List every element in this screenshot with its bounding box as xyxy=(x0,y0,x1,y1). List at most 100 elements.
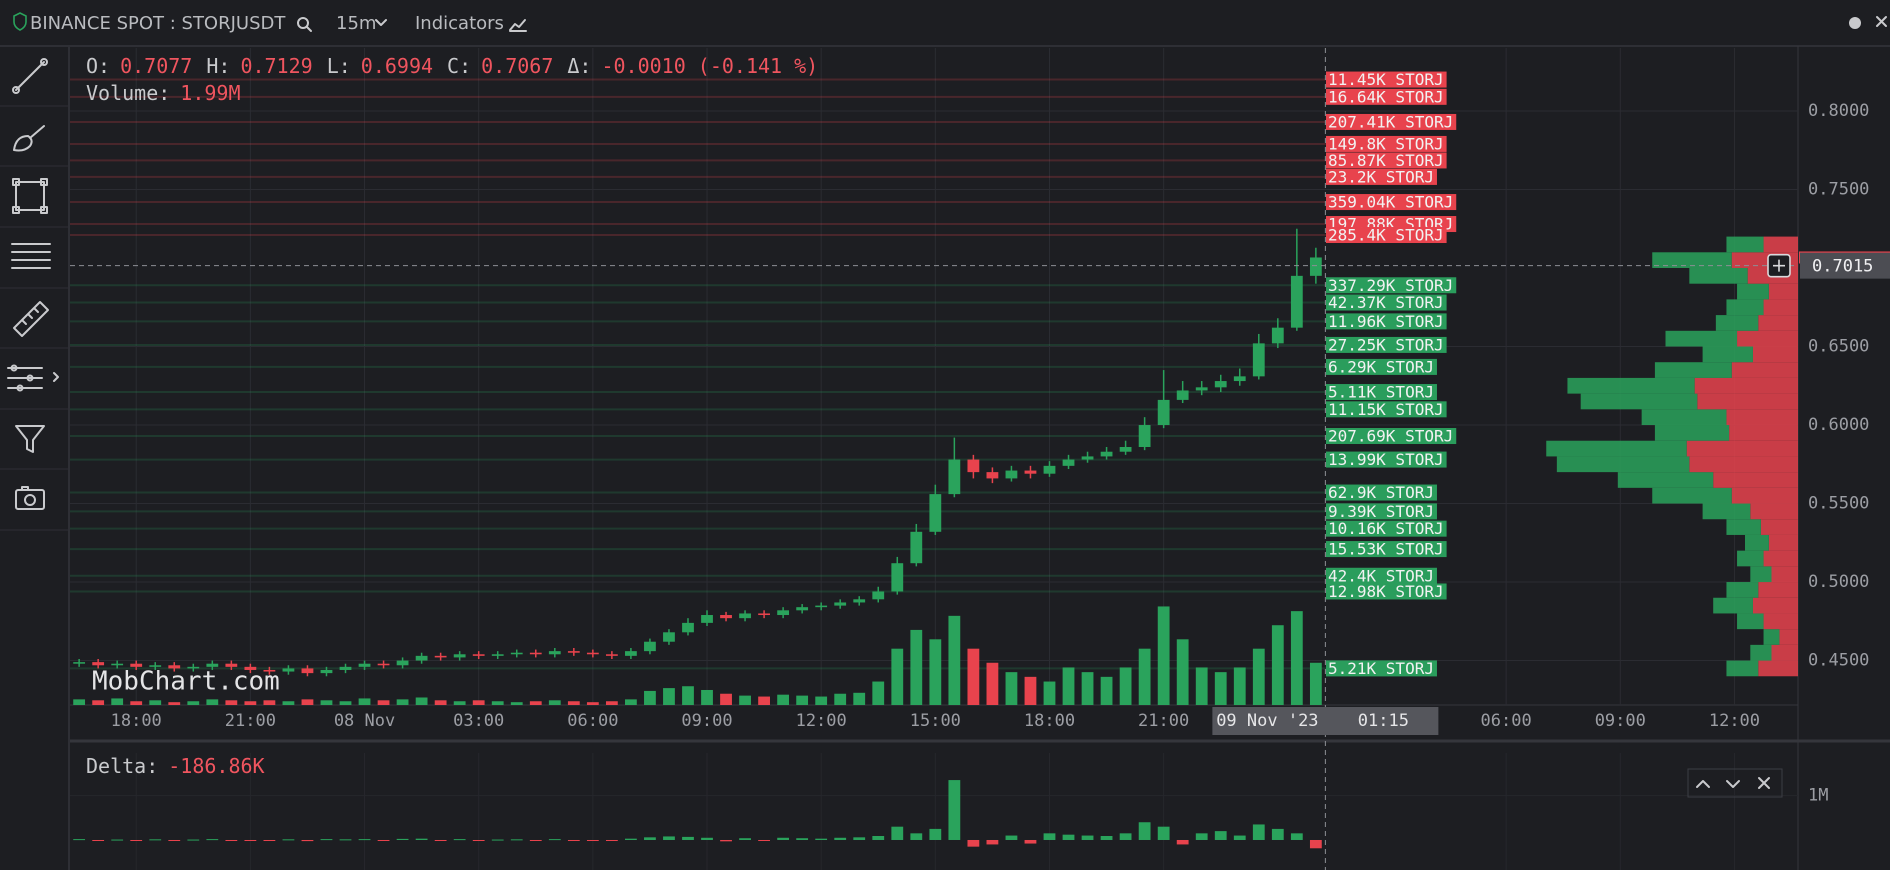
delta-bar xyxy=(263,839,276,841)
delta-bar xyxy=(891,826,904,840)
candle-body xyxy=(1024,470,1037,474)
delta-bar xyxy=(1062,834,1075,840)
fib-tool[interactable] xyxy=(7,364,59,392)
filter-tool[interactable] xyxy=(15,425,45,453)
order-label: 6.29K STORJ xyxy=(1328,357,1434,376)
volume-bar xyxy=(472,700,485,705)
delta-bar xyxy=(225,839,238,841)
brush-tool[interactable] xyxy=(13,125,45,152)
candle-body xyxy=(187,666,200,669)
legend-value: 0.7077 xyxy=(120,54,192,78)
order-label: 42.37K STORJ xyxy=(1328,293,1444,312)
profile-buy-bar xyxy=(1726,660,1759,677)
close-button[interactable] xyxy=(1876,16,1887,27)
delta-bar xyxy=(1309,839,1322,849)
candle-body xyxy=(644,641,656,652)
indicators-icon[interactable] xyxy=(509,19,527,32)
candle-body xyxy=(682,622,694,633)
volume-bar xyxy=(149,700,162,705)
symbol[interactable]: BINANCE SPOT : STORJUSDT xyxy=(30,13,286,34)
volume-bar xyxy=(1195,667,1208,705)
order-label: 10.16K STORJ xyxy=(1328,519,1444,538)
candle-body xyxy=(586,652,599,655)
profile-buy-bar xyxy=(1556,456,1690,473)
order-label-box xyxy=(1326,294,1447,311)
order-label-box xyxy=(1326,503,1437,520)
delta-bar xyxy=(111,839,124,841)
add-alert-button[interactable] xyxy=(1767,253,1791,278)
delta-bar xyxy=(1290,833,1303,840)
profile-sell-bar xyxy=(1763,613,1798,630)
status-dot[interactable] xyxy=(1849,17,1861,29)
volume-bar xyxy=(130,701,143,705)
x-tick-label: 09:00 xyxy=(681,711,732,731)
screenshot-tool[interactable] xyxy=(15,486,45,510)
candle-body xyxy=(1119,447,1132,452)
volume-bar xyxy=(1176,639,1189,705)
legend-key: O: xyxy=(86,54,110,78)
rectangle-tool[interactable] xyxy=(12,178,48,214)
candle-body xyxy=(1271,327,1284,344)
move-up-button[interactable] xyxy=(1696,780,1710,788)
delta-bar xyxy=(644,837,656,840)
legend-key: Delta: xyxy=(86,754,158,778)
move-down-button[interactable] xyxy=(1726,780,1740,788)
profile-sell-bar xyxy=(1758,582,1798,598)
order-label-box xyxy=(1326,541,1447,558)
trend-line-tool[interactable] xyxy=(12,58,48,94)
delta-bar xyxy=(472,839,485,841)
delta-bar xyxy=(929,828,942,840)
order-label-box xyxy=(1326,277,1457,294)
volume-bar xyxy=(967,648,980,705)
delta-bar xyxy=(187,839,200,841)
search-icon[interactable] xyxy=(297,17,312,32)
order-label-box xyxy=(1326,583,1447,600)
candle-body xyxy=(111,663,124,666)
ruler-tool[interactable] xyxy=(13,301,49,337)
volume-bar xyxy=(929,639,942,705)
delta-bar xyxy=(910,833,923,840)
delta-bar xyxy=(206,839,219,841)
y-tick-label: 0.7500 xyxy=(1808,179,1869,199)
order-label: 207.41K STORJ xyxy=(1328,112,1453,131)
legend-value: 0.7067 xyxy=(481,54,553,78)
volume-bar xyxy=(910,629,923,705)
volume-bar xyxy=(986,662,999,705)
interval-dropdown[interactable] xyxy=(375,19,387,26)
order-label: 5.11K STORJ xyxy=(1328,383,1434,402)
profile-sell-bar xyxy=(1689,456,1798,473)
delta-bar xyxy=(377,839,390,841)
volume-bar xyxy=(92,700,105,705)
delta-bar xyxy=(1271,828,1284,840)
candle-body xyxy=(244,666,257,670)
volume-bar xyxy=(758,696,770,705)
profile-sell-bar xyxy=(1760,519,1798,535)
x-tick-label: 12:00 xyxy=(796,711,847,731)
profile-buy-bar xyxy=(1715,315,1759,331)
delta-bar xyxy=(586,839,599,841)
delta-bar xyxy=(415,838,428,840)
delta-bar xyxy=(1100,836,1113,840)
interval[interactable]: 15m xyxy=(336,13,376,34)
order-label-box xyxy=(1326,660,1437,677)
delta-bar xyxy=(510,839,523,841)
volume-bar xyxy=(187,701,200,705)
candle-body xyxy=(1100,451,1113,457)
candle-body xyxy=(225,663,238,667)
volume-bar xyxy=(510,702,523,705)
legend-value: 0.6994 xyxy=(361,54,433,78)
candle-body xyxy=(986,472,999,479)
volume-bar xyxy=(1081,672,1094,705)
candle-body xyxy=(396,660,409,666)
profile-buy-bar xyxy=(1652,487,1732,504)
x-tick-label: 06:00 xyxy=(1481,711,1532,731)
indicators-button[interactable]: Indicators xyxy=(415,13,504,34)
volume-bar xyxy=(396,699,409,705)
remove-pane-button[interactable] xyxy=(1758,777,1770,789)
profile-sell-bar xyxy=(1737,330,1798,347)
lines-tool[interactable] xyxy=(11,243,51,269)
candle-body xyxy=(168,665,181,669)
top-bar: BINANCE SPOT : STORJUSDT 15m Indicators xyxy=(0,12,1890,47)
profile-buy-bar xyxy=(1689,267,1748,284)
